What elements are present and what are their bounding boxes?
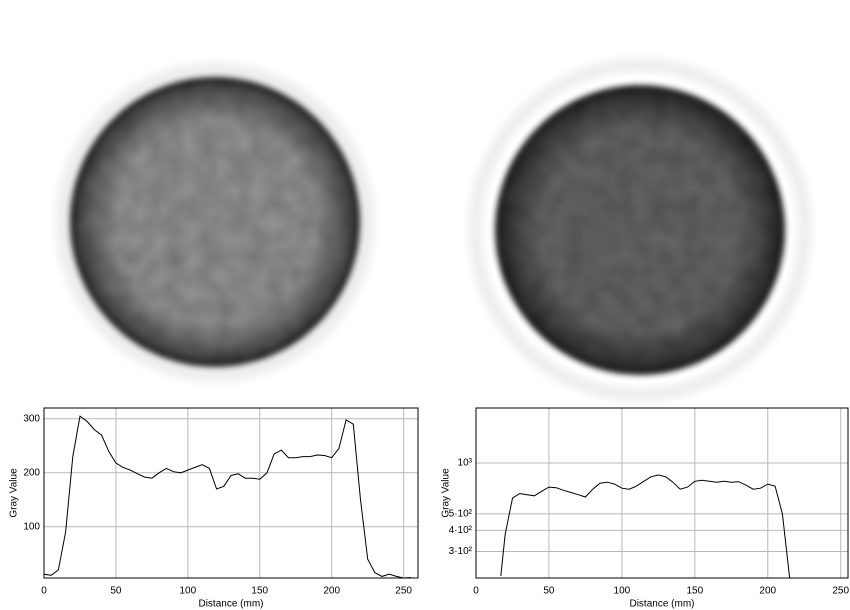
x-tick-label: 250 bbox=[395, 586, 412, 597]
profile-line bbox=[501, 475, 790, 578]
x-tick-label: 200 bbox=[759, 586, 776, 597]
x-tick-label: 200 bbox=[323, 586, 340, 597]
y-tick-label: 10³ bbox=[458, 458, 473, 469]
x-tick-label: 50 bbox=[110, 586, 122, 597]
image-right bbox=[475, 65, 805, 395]
x-tick-label: 0 bbox=[473, 586, 479, 597]
plot-frame bbox=[476, 408, 848, 578]
figure: 0 50 100 150 200 250 100 200 300 Distance (mm) Gra… bbox=[0, 0, 850, 610]
x-axis-label: Distance (mm) bbox=[629, 599, 694, 610]
y-tick-label: 5·10² bbox=[449, 509, 473, 520]
y-tick-label: 300 bbox=[23, 413, 40, 424]
x-axis-label: Distance (mm) bbox=[198, 599, 263, 610]
x-tick-label: 150 bbox=[251, 586, 268, 597]
x-tick-label: 100 bbox=[180, 586, 197, 597]
y-tick-label: 200 bbox=[23, 467, 40, 478]
y-tick-label: 100 bbox=[23, 521, 40, 532]
y-tick-label: 4·10² bbox=[449, 525, 473, 536]
y-tick-label: 3·10² bbox=[449, 546, 473, 557]
x-tick-label: 150 bbox=[686, 586, 703, 597]
x-tick-label: 0 bbox=[41, 586, 47, 597]
charts: 0 50 100 150 200 250 100 200 300 Distance (mm) Gra… bbox=[9, 408, 850, 610]
profile-line bbox=[44, 416, 411, 578]
y-axis-label: Gray Value bbox=[441, 468, 452, 518]
x-tick-label: 250 bbox=[832, 586, 849, 597]
x-tick-label: 100 bbox=[614, 586, 631, 597]
y-axis-label: Gray Value bbox=[9, 468, 20, 518]
x-tick-label: 50 bbox=[543, 586, 555, 597]
image-left bbox=[65, 72, 365, 372]
